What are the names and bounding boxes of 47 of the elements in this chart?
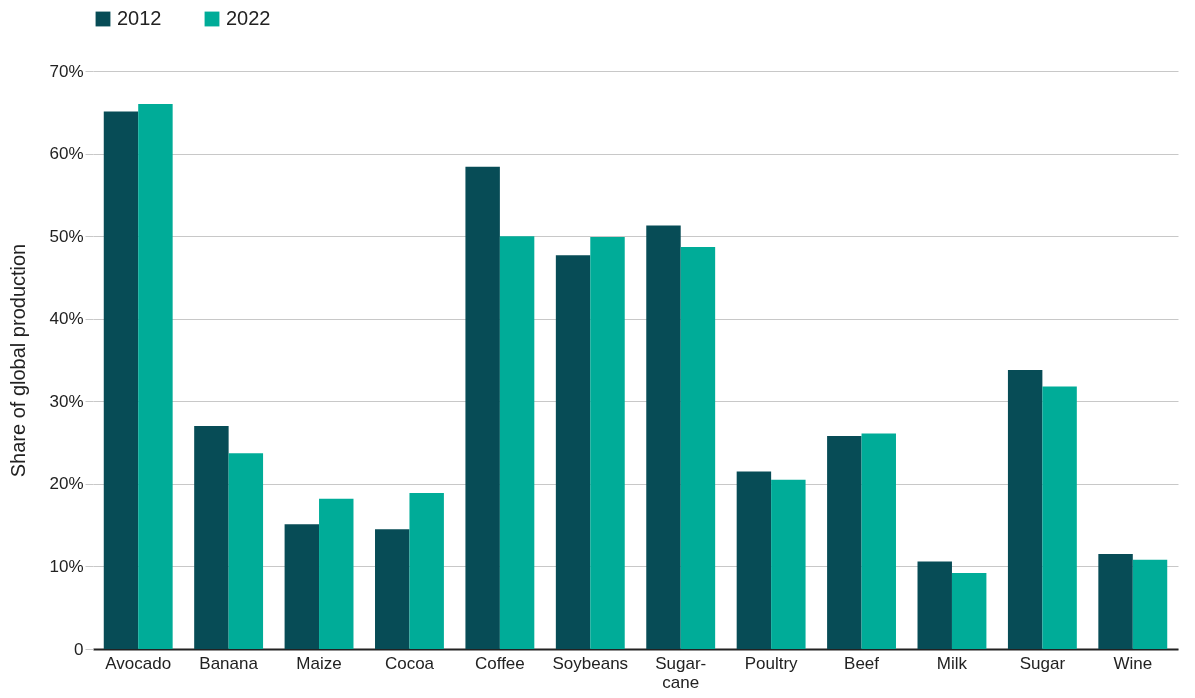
- bar: [499, 236, 535, 649]
- bar: [138, 104, 173, 649]
- y-tick-label: 50%: [49, 226, 84, 246]
- bar: [646, 225, 681, 649]
- y-tick-label: 30%: [49, 391, 84, 411]
- bar: [1132, 559, 1168, 649]
- bar: [590, 236, 625, 649]
- bar: [861, 433, 896, 649]
- x-tick-label: Soybeans: [552, 653, 629, 673]
- bar: [103, 111, 139, 649]
- bar: [680, 246, 716, 649]
- y-tick-label: 40%: [49, 309, 84, 329]
- bar: [1042, 386, 1077, 649]
- y-tick-label: 70%: [49, 61, 84, 81]
- bar: [736, 471, 772, 649]
- bar: [917, 561, 952, 649]
- y-tick-label: 10%: [49, 556, 84, 576]
- x-tick-label: Sugar: [1019, 653, 1066, 673]
- bar: [319, 498, 354, 649]
- x-tick-label: Banana: [199, 653, 259, 673]
- x-tick-label: Coffee: [474, 653, 525, 673]
- bar: [1007, 369, 1043, 649]
- x-tick-label: Sugar-cane: [655, 653, 707, 692]
- bar: [1098, 554, 1133, 649]
- bar: [951, 573, 987, 649]
- legend-label: 2012: [117, 7, 162, 29]
- x-tick-label: Poultry: [744, 653, 799, 673]
- bar: [375, 529, 410, 649]
- bar: [827, 435, 862, 649]
- x-tick-label: Cocoa: [384, 653, 435, 673]
- y-tick-label: 20%: [49, 474, 84, 494]
- legend-label: 2022: [226, 7, 271, 29]
- bar: [194, 426, 229, 649]
- x-tick-label: Milk: [936, 653, 968, 673]
- y-tick-label: 0: [74, 639, 84, 659]
- y-axis-title: Share of global production: [7, 243, 30, 478]
- y-tick-label: 60%: [49, 144, 84, 164]
- x-tick-label: Wine: [1113, 653, 1153, 673]
- x-tick-label: Beef: [844, 653, 880, 673]
- bar: [228, 453, 264, 649]
- bar: [555, 255, 591, 649]
- bar: [771, 479, 806, 649]
- bar: [465, 166, 500, 649]
- bar: [284, 524, 320, 649]
- x-tick-label: Avocado: [105, 653, 172, 673]
- x-tick-label: Maize: [296, 653, 342, 673]
- bar: [409, 492, 444, 649]
